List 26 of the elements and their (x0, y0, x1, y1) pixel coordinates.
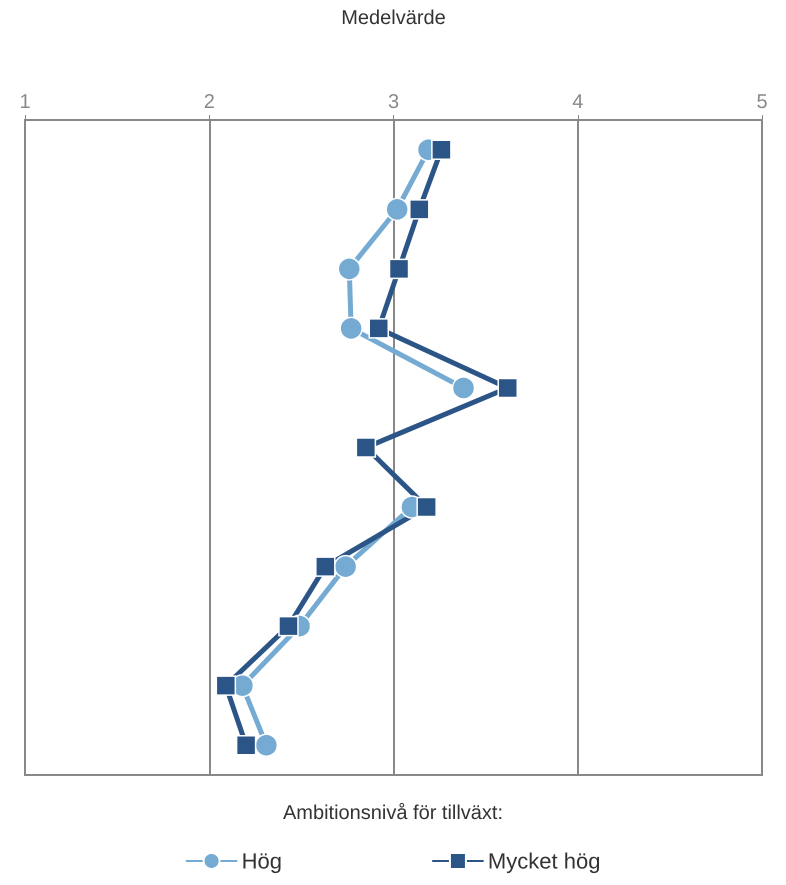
point (452, 376, 476, 400)
point (431, 140, 452, 160)
point (356, 437, 376, 458)
point (216, 675, 236, 696)
legend-label: Mycket hög (488, 848, 600, 874)
point (254, 733, 278, 757)
x-tick-label: 3 (388, 91, 400, 113)
point (385, 198, 409, 222)
point (278, 616, 299, 636)
point (315, 556, 336, 577)
x-tick-label: 2 (204, 91, 215, 113)
point (368, 318, 390, 339)
point (409, 199, 430, 220)
legend-title: Ambitionsnivå för tillväxt: (282, 802, 504, 824)
legend-label: Hög (242, 848, 282, 874)
point (497, 378, 518, 398)
point (388, 258, 410, 280)
x-tick-label: 1 (19, 91, 31, 113)
point (334, 554, 358, 578)
x-tick-label: 4 (572, 91, 584, 113)
x-axis-title: Medelvärde (341, 7, 446, 29)
point (416, 496, 437, 518)
point (236, 734, 256, 756)
x-tick-label: 5 (756, 91, 768, 113)
point (338, 257, 362, 281)
point (339, 316, 363, 340)
